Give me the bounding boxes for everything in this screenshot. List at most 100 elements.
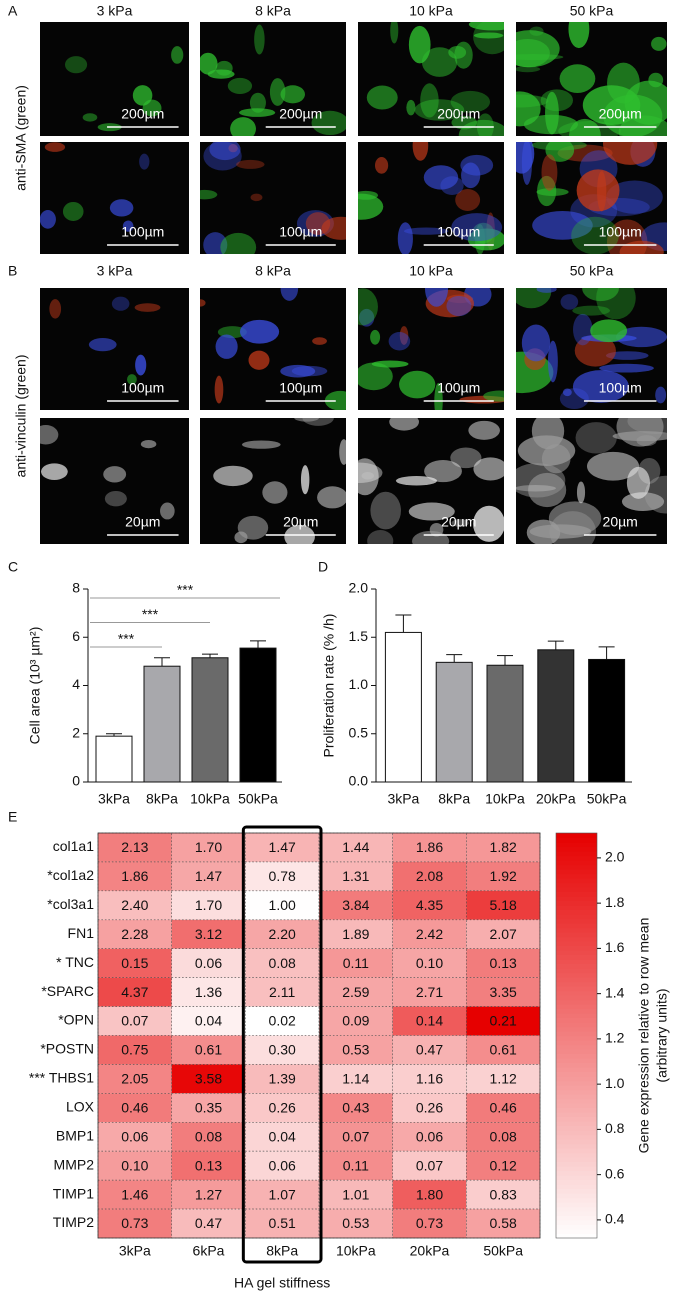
cell-blob [408,25,431,64]
colorbar-step [556,1112,597,1118]
colorbar-step [556,1040,597,1046]
colorbar-step [556,1215,597,1221]
colorbar-step [556,941,597,947]
cell-blob [294,418,319,422]
cell-label: 1.31 [342,868,369,884]
cell-blob [582,288,619,302]
cell-label: 0.73 [416,1215,443,1231]
cell-label: 2.20 [269,926,296,942]
row-label: TIMP2 [53,1214,94,1230]
image-content [516,418,667,544]
column-label: 3 kPa [97,3,133,19]
colorbar-step [556,1125,597,1131]
micrograph: 100µm [40,142,189,254]
cell-label: 1.86 [416,839,443,855]
micrograph: 100µm [200,288,346,410]
cell-blob [446,295,472,317]
cell-blob [655,386,667,404]
cell-blob [450,447,482,469]
cell-blob [215,334,238,359]
heatmap-cell [171,1093,246,1123]
cell-blob [516,288,552,309]
cell-blob [269,78,286,106]
cell-label: 0.35 [195,1100,222,1116]
colorbar-step [556,1107,597,1113]
cell-label: 2.07 [490,926,517,942]
cell-blob [227,77,253,94]
colorbar-step [556,1067,597,1073]
colorbar-step [556,1184,597,1190]
cell-label: 1.27 [195,1186,222,1202]
cell-blob [241,440,281,449]
scale-bar-label: 100µm [437,224,480,240]
scale-bar-label: 20µm [283,514,318,530]
cell-blob [586,451,640,481]
cell-blob [521,142,533,185]
colorbar-step [556,1008,597,1014]
colorbar-step [556,1094,597,1100]
cell-blob [370,329,381,345]
micrograph: 200µm [358,22,504,136]
colorbar-step [556,1062,597,1068]
cell-label: 0.13 [195,1157,222,1173]
cell-label: 2.40 [121,897,148,913]
colorbar-step [556,914,597,920]
x-axis-label: HA gel stiffness [234,1275,330,1291]
colorbar-step [556,1049,597,1055]
cell-label: 1.47 [269,839,296,855]
cell-blob [576,481,586,504]
colorbar-step [556,1143,597,1149]
row-title: anti-SMA (green) [13,85,29,191]
cell-blob [122,220,134,232]
colorbar-step [556,1148,597,1154]
cell-blob [516,30,560,68]
cell-label: 2.08 [416,868,443,884]
cell-label: 1.16 [416,1071,443,1087]
cell-blob [572,370,629,403]
row-title: anti-vinculin (green) [13,355,29,478]
heatmap-cell [392,948,467,978]
cell-label: 1.14 [342,1071,369,1087]
scale-bar-label: 20µm [125,514,160,530]
heatmap-cell [171,1179,246,1210]
heatmap-cell [466,1006,541,1036]
cell-blob [134,303,161,312]
cell-blob [200,52,218,75]
cell-blob [455,188,481,211]
cell-label: 0.30 [269,1042,296,1058]
row-label: LOX [66,1099,95,1115]
cell-blob [140,439,157,449]
heatmap-cell [245,832,320,863]
cell-blob [468,420,500,440]
cell-label: 0.47 [195,1215,222,1231]
cell-blob [536,288,557,293]
cell-blob [82,113,98,122]
column-label: 10 kPa [409,3,453,19]
cell-blob [412,530,450,544]
image-content [516,288,667,410]
heatmap-cell [392,1093,467,1123]
heatmap-cell [466,948,541,978]
colorbar-step [556,1103,597,1109]
cell-blob [280,288,299,301]
scale-bar-label: 20µm [603,514,638,530]
image-content [200,142,346,254]
colorbar-tick-label: 0.8 [605,1120,625,1136]
scale-bar-label: 20µm [441,514,476,530]
colorbar-step [556,999,597,1005]
cell-blob [476,113,494,136]
x-tick-label: 8kPa [438,791,470,807]
cell-label: 0.47 [416,1042,443,1058]
colorbar-step [556,891,597,897]
cell-blob [339,439,346,465]
heatmap-cell [392,1064,467,1094]
cell-blob [473,32,504,39]
cell-blob [599,363,654,373]
scale-bar-label: 100µm [279,224,322,240]
cell-blob [450,90,491,113]
cell-label: 0.12 [490,1157,517,1173]
colorbar-step [556,1170,597,1176]
cell-label: 0.21 [490,1013,517,1029]
image-background [358,22,504,136]
colorbar-step [556,1089,597,1095]
